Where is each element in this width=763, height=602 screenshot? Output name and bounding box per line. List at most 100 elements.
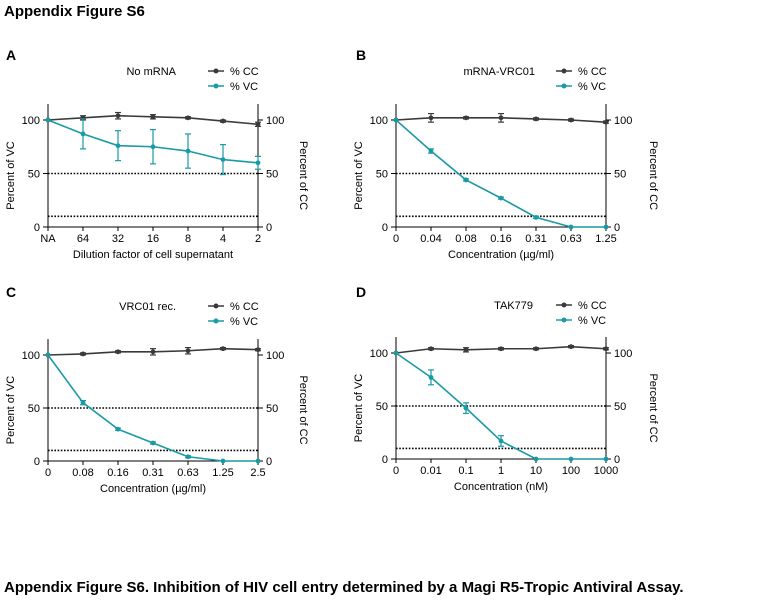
y-axis-label-right: Percent of CC: [647, 373, 659, 442]
data-point: [533, 214, 539, 220]
x-tick-label: 0.08: [455, 233, 476, 245]
data-point: [220, 118, 226, 124]
x-tick-label: 64: [77, 233, 89, 245]
x-tick-label: 0.31: [142, 467, 163, 479]
x-axis-label: Concentration (nM): [454, 481, 548, 493]
x-tick-label: 0.63: [177, 467, 198, 479]
legend-marker: [561, 68, 567, 74]
figure-caption: Appendix Figure S6. Inhibition of HIV ce…: [4, 579, 684, 596]
y-axis-label-right: Percent of CC: [297, 375, 309, 444]
data-point: [255, 160, 261, 166]
panel-letter: B: [356, 47, 366, 63]
x-axis-label: Concentration (µg/ml): [448, 249, 554, 261]
figure-title: Appendix Figure S6: [4, 3, 145, 20]
data-point: [255, 347, 261, 353]
legend-marker: [213, 83, 219, 89]
series-cc: [45, 346, 261, 358]
legend-label: % CC: [578, 66, 607, 78]
x-tick-label: 1.25: [595, 233, 616, 245]
y-tick-label-right: 0: [614, 222, 620, 234]
data-point: [603, 456, 609, 462]
legend-label: % VC: [230, 81, 258, 93]
data-point: [533, 116, 539, 122]
y-tick-label-left: 0: [382, 222, 388, 234]
series-line: [395, 119, 606, 228]
data-point: [255, 458, 261, 464]
chart-title: VRC01 rec.: [119, 301, 176, 313]
data-point: [150, 114, 156, 120]
legend-label: % VC: [578, 315, 606, 327]
data-point: [393, 117, 399, 123]
series-vc: [393, 117, 609, 230]
data-point: [568, 224, 574, 230]
legend-marker: [561, 83, 567, 89]
data-point: [80, 351, 86, 357]
chart-title: TAK779: [494, 300, 533, 312]
data-point: [603, 119, 609, 125]
x-tick-label: 2.5: [250, 467, 265, 479]
x-tick-label: 32: [112, 233, 124, 245]
y-tick-label-right: 50: [614, 169, 626, 181]
data-point: [428, 115, 434, 121]
data-point: [115, 143, 121, 149]
data-point: [603, 346, 609, 352]
legend-marker: [213, 318, 219, 324]
panel-letter: A: [6, 47, 16, 63]
legend-item: % CC: [556, 66, 607, 78]
data-point: [185, 454, 191, 460]
legend-label: % CC: [230, 66, 259, 78]
data-point: [80, 400, 86, 406]
x-tick-label: 16: [147, 233, 159, 245]
series-cc: [393, 112, 609, 125]
chart-title: mRNA-VRC01: [463, 66, 535, 78]
x-tick-label: 0.1: [458, 465, 473, 477]
data-point: [498, 438, 504, 444]
data-point: [463, 347, 469, 353]
data-point: [150, 349, 156, 355]
x-tick-label: 100: [562, 465, 580, 477]
y-tick-label-right: 100: [614, 115, 632, 127]
data-point: [185, 348, 191, 354]
legend-item: % CC: [208, 66, 259, 78]
y-axis-label-left: Percent of VC: [5, 376, 17, 445]
y-tick-label-right: 50: [266, 403, 278, 415]
legend-item: % VC: [556, 315, 606, 327]
x-tick-label: 0.63: [560, 233, 581, 245]
y-tick-label-left: 0: [34, 222, 40, 234]
data-point: [220, 157, 226, 162]
series-cc: [393, 344, 609, 356]
legend-item: % VC: [556, 81, 606, 93]
data-point: [568, 344, 574, 350]
x-tick-label: 4: [220, 233, 226, 245]
x-tick-label: 0.16: [490, 233, 511, 245]
y-axis-label-left: Percent of VC: [5, 141, 17, 210]
data-point: [463, 115, 469, 121]
y-tick-label-left: 100: [22, 115, 40, 127]
y-tick-label-right: 100: [266, 350, 284, 362]
legend-marker: [213, 303, 219, 309]
data-point: [568, 117, 574, 123]
y-axis-label-left: Percent of VC: [353, 374, 365, 443]
y-tick-label-left: 50: [376, 169, 388, 181]
legend-marker: [561, 302, 567, 308]
data-point: [498, 346, 504, 352]
legend-item: % CC: [556, 300, 607, 312]
legend-marker: [213, 68, 219, 74]
x-tick-label: 10: [530, 465, 542, 477]
y-axis-label-right: Percent of CC: [297, 141, 309, 210]
panel-letter: D: [356, 284, 366, 300]
data-point: [428, 374, 434, 380]
y-axis-label-left: Percent of VC: [353, 141, 365, 210]
y-axis-label-right: Percent of CC: [647, 141, 659, 210]
data-point: [603, 224, 609, 230]
data-point: [185, 148, 191, 154]
legend-item: % VC: [208, 316, 258, 328]
x-axis-label: Concentration (µg/ml): [100, 483, 206, 495]
x-tick-label: 0.31: [525, 233, 546, 245]
y-tick-label-right: 50: [266, 169, 278, 181]
data-point: [185, 115, 191, 121]
x-tick-label: 1.25: [212, 467, 233, 479]
